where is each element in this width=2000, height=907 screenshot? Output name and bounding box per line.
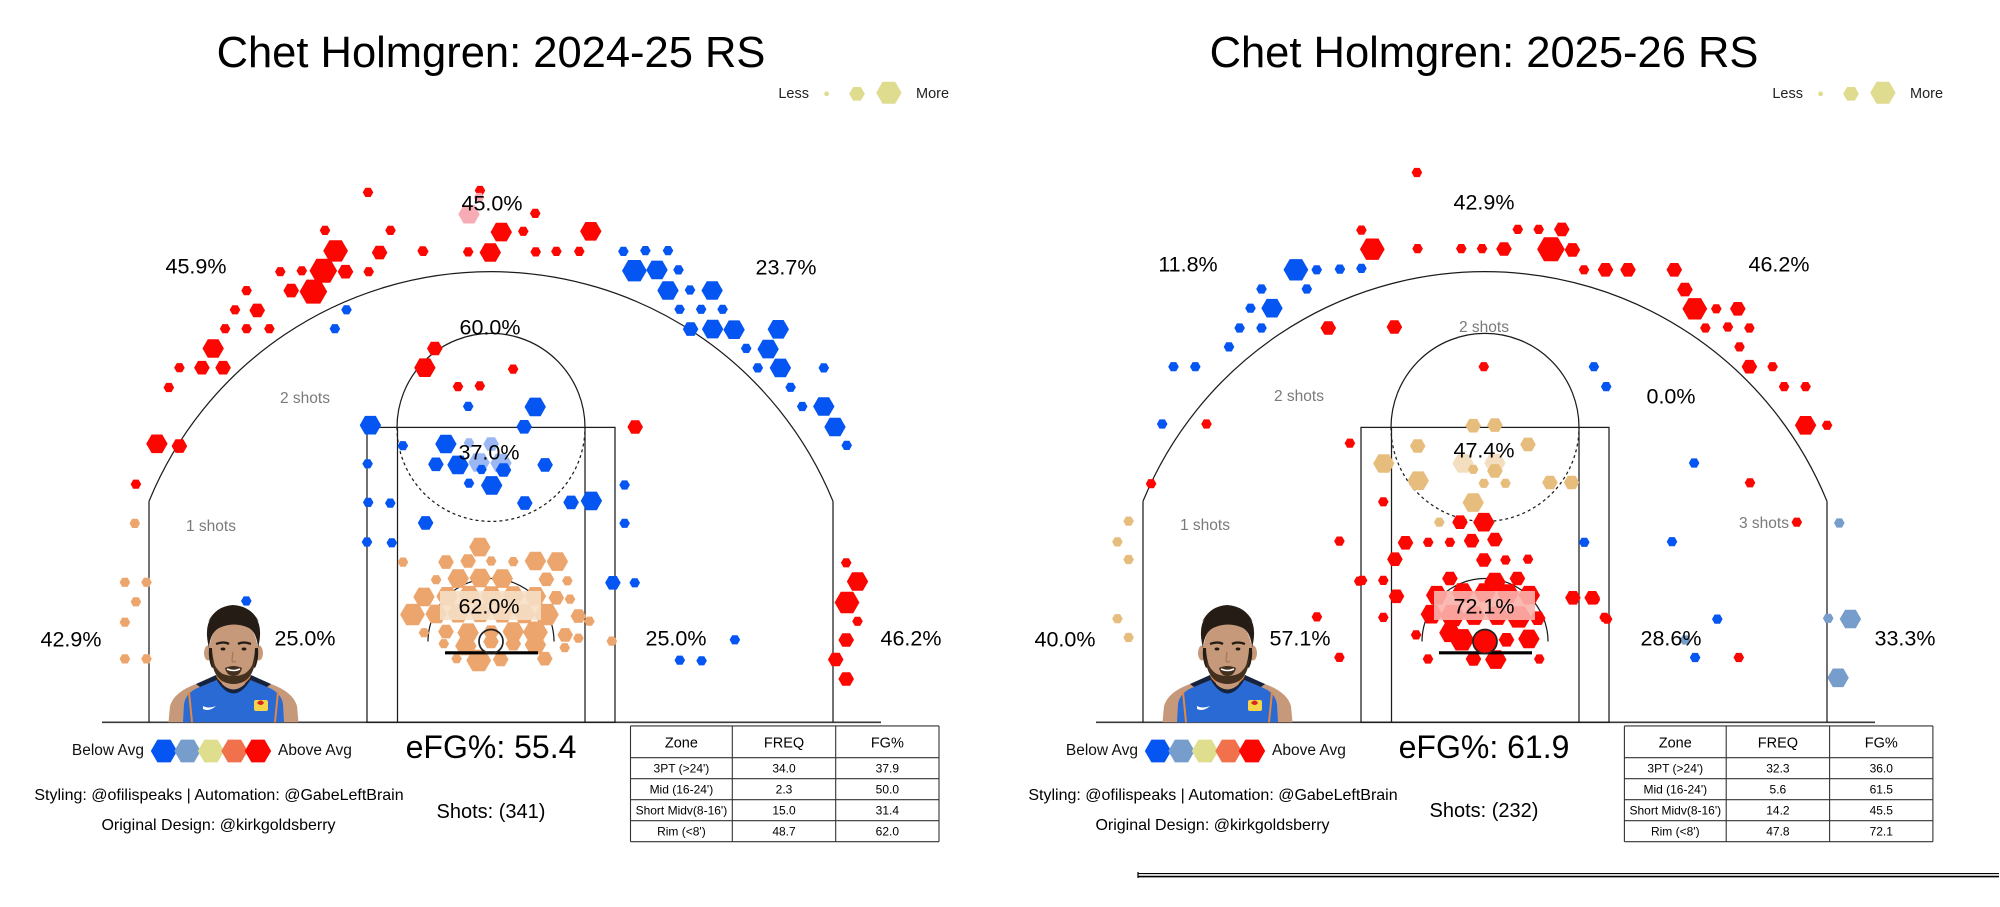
- svg-text:3PT (>24'): 3PT (>24'): [654, 762, 710, 776]
- svg-text:2 shots: 2 shots: [280, 390, 330, 407]
- svg-text:Rim (<8'): Rim (<8'): [657, 825, 706, 839]
- svg-text:50.0: 50.0: [876, 783, 900, 797]
- svg-text:Chet Holmgren: 2024-25 RS: Chet Holmgren: 2024-25 RS: [217, 29, 766, 77]
- svg-text:42.9%: 42.9%: [1454, 191, 1515, 215]
- svg-text:5.6: 5.6: [1770, 783, 1787, 797]
- svg-text:11.8%: 11.8%: [1158, 253, 1217, 277]
- svg-text:0.0%: 0.0%: [1646, 385, 1695, 409]
- svg-text:25.0%: 25.0%: [646, 627, 707, 651]
- svg-text:60.0%: 60.0%: [460, 316, 521, 340]
- svg-text:37.9: 37.9: [876, 762, 900, 776]
- svg-text:Shots: (232): Shots: (232): [1430, 800, 1539, 822]
- svg-text:1 shots: 1 shots: [186, 518, 236, 535]
- svg-text:36.0: 36.0: [1870, 762, 1894, 776]
- svg-text:47.4%: 47.4%: [1454, 439, 1515, 463]
- svg-text:Chet Holmgren: 2025-26 RS: Chet Holmgren: 2025-26 RS: [1210, 29, 1759, 77]
- svg-text:40.0%: 40.0%: [1035, 628, 1096, 652]
- svg-text:More: More: [916, 86, 949, 102]
- svg-text:eFG%: 55.4: eFG%: 55.4: [406, 729, 577, 765]
- svg-text:Above Avg: Above Avg: [1272, 742, 1346, 759]
- svg-text:14.2: 14.2: [1766, 804, 1790, 818]
- svg-text:Below Avg: Below Avg: [1066, 742, 1138, 759]
- svg-text:3PT (>24'): 3PT (>24'): [1647, 762, 1703, 776]
- svg-text:eFG%: 61.9: eFG%: 61.9: [1399, 729, 1570, 765]
- svg-text:37.0%: 37.0%: [459, 441, 520, 465]
- svg-text:2.3: 2.3: [776, 783, 793, 797]
- svg-text:45.0%: 45.0%: [462, 192, 523, 216]
- svg-text:Styling: @ofilispeaks | Automa: Styling: @ofilispeaks | Automation: @Gab…: [34, 787, 403, 804]
- svg-text:61.5: 61.5: [1870, 783, 1894, 797]
- svg-text:Zone: Zone: [1659, 735, 1692, 751]
- svg-text:47.8: 47.8: [1766, 825, 1790, 839]
- svg-text:Less: Less: [778, 86, 809, 102]
- svg-text:Short Midv(8-16'): Short Midv(8-16'): [1629, 804, 1721, 818]
- svg-text:FG%: FG%: [871, 735, 904, 751]
- svg-text:72.1: 72.1: [1870, 825, 1894, 839]
- svg-text:2 shots: 2 shots: [1274, 388, 1324, 405]
- svg-text:Short Midv(8-16'): Short Midv(8-16'): [636, 804, 728, 818]
- svg-text:23.7%: 23.7%: [756, 256, 817, 280]
- svg-text:Original Design: @kirkgoldsber: Original Design: @kirkgoldsberry: [1095, 817, 1329, 834]
- svg-text:33.3%: 33.3%: [1875, 627, 1936, 651]
- svg-text:Styling: @ofilispeaks | Automa: Styling: @ofilispeaks | Automation: @Gab…: [1028, 787, 1397, 804]
- svg-text:28.6%: 28.6%: [1641, 627, 1702, 651]
- svg-text:57.1%: 57.1%: [1270, 627, 1331, 651]
- svg-text:34.0: 34.0: [772, 762, 796, 776]
- svg-text:62.0%: 62.0%: [459, 595, 520, 619]
- svg-text:45.5: 45.5: [1870, 804, 1894, 818]
- svg-text:62.0: 62.0: [876, 825, 900, 839]
- svg-text:72.1%: 72.1%: [1454, 595, 1515, 619]
- svg-text:FREQ: FREQ: [1758, 735, 1798, 751]
- svg-text:45.9%: 45.9%: [166, 255, 227, 279]
- svg-text:Original Design: @kirkgoldsber: Original Design: @kirkgoldsberry: [101, 817, 335, 834]
- svg-text:Zone: Zone: [665, 735, 698, 751]
- svg-text:25.0%: 25.0%: [275, 627, 336, 651]
- svg-text:32.3: 32.3: [1766, 762, 1790, 776]
- svg-text:Mid (16-24'): Mid (16-24'): [650, 783, 714, 797]
- svg-text:2 shots: 2 shots: [1459, 319, 1509, 336]
- svg-text:Above Avg: Above Avg: [278, 742, 352, 759]
- svg-text:Rim (<8'): Rim (<8'): [1651, 825, 1700, 839]
- svg-text:FG%: FG%: [1865, 735, 1898, 751]
- svg-text:Less: Less: [1772, 86, 1803, 102]
- svg-text:Shots: (341): Shots: (341): [437, 801, 546, 823]
- svg-text:15.0: 15.0: [772, 804, 796, 818]
- svg-text:48.7: 48.7: [772, 825, 796, 839]
- svg-text:Below Avg: Below Avg: [72, 742, 144, 759]
- svg-text:46.2%: 46.2%: [1749, 253, 1810, 277]
- svg-text:46.2%: 46.2%: [881, 627, 942, 651]
- svg-text:3 shots: 3 shots: [1739, 515, 1789, 532]
- svg-text:42.9%: 42.9%: [41, 628, 102, 652]
- svg-text:FREQ: FREQ: [764, 735, 804, 751]
- svg-text:1 shots: 1 shots: [1180, 517, 1230, 534]
- svg-text:More: More: [1910, 86, 1943, 102]
- svg-text:Mid (16-24'): Mid (16-24'): [1643, 783, 1707, 797]
- svg-text:31.4: 31.4: [876, 804, 900, 818]
